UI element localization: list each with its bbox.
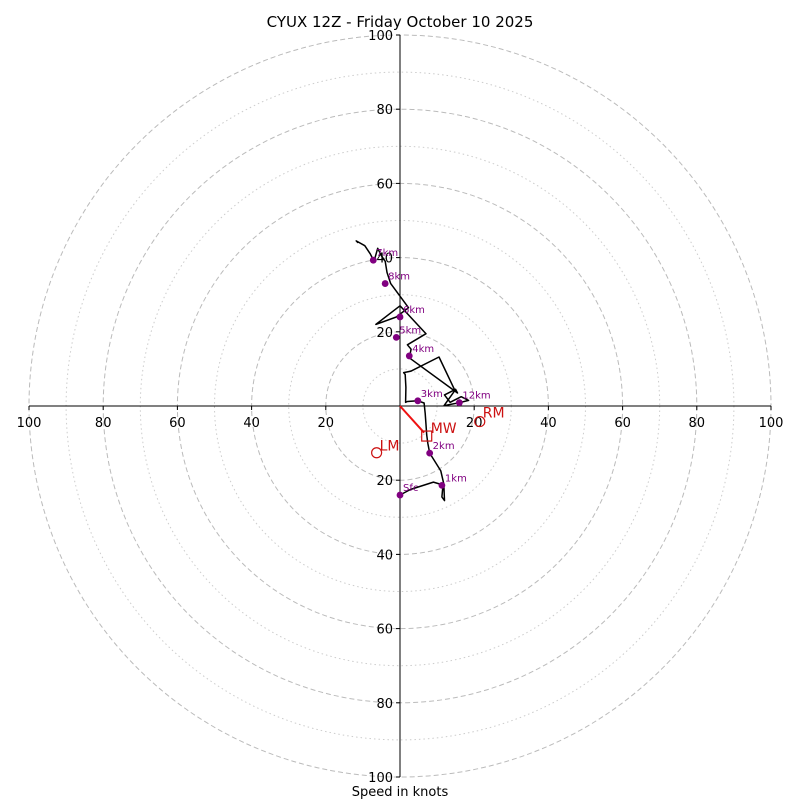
- lm-marker: [371, 447, 383, 459]
- height-dot-6km: [396, 313, 404, 321]
- y-tick-label: 60: [376, 623, 393, 638]
- y-tick-label: 100: [368, 771, 393, 786]
- x-tick-label: 60: [169, 416, 186, 431]
- rm-label: RM: [483, 406, 505, 422]
- y-tick-label: 100: [368, 29, 393, 44]
- height-markers: Sfc 1km 2km 3km 4km 5km 6km 8km 7km 12km: [369, 248, 491, 499]
- chart-title: CYUX 12Z - Friday October 10 2025: [267, 13, 534, 31]
- height-dot-8km: [381, 280, 389, 287]
- x-tick-label: 20: [466, 416, 483, 431]
- height-label-7km: 7km: [376, 248, 398, 259]
- x-axis-label: Speed in knots: [352, 785, 449, 800]
- y-tick-label: 80: [376, 103, 393, 118]
- x-tick-label: 20: [318, 416, 335, 431]
- height-label-3km: 3km: [421, 389, 443, 400]
- height-dot-12km: [455, 399, 463, 407]
- y-tick-label: 60: [376, 177, 393, 192]
- mw-marker: [421, 430, 433, 442]
- x-tick-label: 80: [689, 416, 706, 431]
- height-dot-3km: [414, 397, 422, 405]
- storm-motion-markers: MW RM LM: [371, 405, 505, 459]
- height-dot-1km: [438, 481, 446, 489]
- height-label-8km: 8km: [388, 272, 410, 283]
- height-label-4km: 4km: [412, 344, 434, 355]
- x-tick-label: 60: [614, 416, 631, 431]
- x-tick-label: 40: [243, 416, 260, 431]
- height-label-sfc: Sfc: [403, 483, 418, 494]
- height-label-12km: 12km: [462, 391, 490, 402]
- height-label-1km: 1km: [445, 473, 467, 484]
- height-dot-sfc: [396, 491, 404, 499]
- hodograph-trace: [355, 240, 470, 502]
- rm-marker: [474, 415, 486, 428]
- y-tick-label: 40: [376, 548, 393, 563]
- height-dot-7km: [369, 256, 377, 264]
- x-tick-label: 80: [95, 416, 112, 431]
- y-tick-label: 20: [376, 326, 393, 341]
- x-tick-label: 100: [759, 416, 784, 431]
- hodograph-line: [355, 240, 470, 502]
- x-tick-label: 100: [17, 416, 42, 431]
- mean-wind-vector: [399, 405, 425, 434]
- x-tick-label: 40: [540, 416, 557, 431]
- tick-labels: 100 80 60 40 20 20 40 60 80 100100806040202040608…: [17, 29, 784, 786]
- height-dot-4km: [405, 352, 413, 360]
- y-tick-label: 20: [376, 474, 393, 489]
- lm-label: LM: [380, 439, 400, 455]
- height-label-2km: 2km: [433, 441, 455, 452]
- height-dot-2km: [426, 449, 434, 457]
- y-tick-label: 80: [376, 697, 393, 712]
- height-label-6km: 6km: [403, 305, 425, 316]
- mw-label: MW: [431, 421, 457, 437]
- height-label-5km: 5km: [399, 325, 421, 336]
- height-dot-5km: [392, 333, 400, 341]
